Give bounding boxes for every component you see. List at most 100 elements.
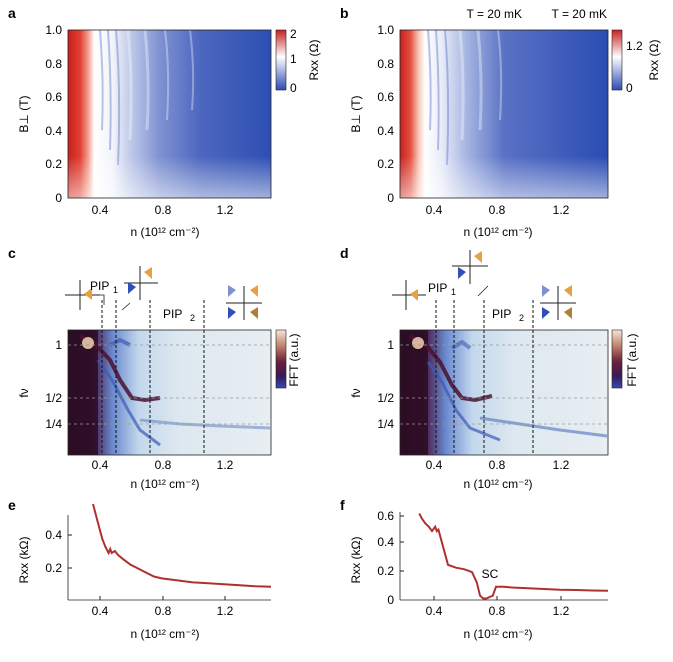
tick-label: 1.2 [553, 458, 570, 472]
y-axis-label: fν [349, 388, 363, 397]
cross-schematic-2 [124, 266, 158, 300]
tick-label: 1.2 [217, 203, 234, 217]
tick-label: 0.4 [426, 458, 443, 472]
panel-a: a T = 20 mK 0 0.2 0.4 0.6 0.8 1.0 B⊥ (T)… [8, 5, 522, 239]
tick-label: 0.2 [377, 564, 394, 578]
tick-label: 0.8 [155, 604, 172, 618]
x-axis-label: n (10¹² cm⁻²) [131, 225, 200, 239]
tick-label: 0.8 [489, 203, 506, 217]
region-subscript: 1 [451, 287, 456, 297]
y-axis-label: Rxx (kΩ) [17, 537, 31, 584]
guide-lines [400, 344, 608, 425]
tick-label: 0 [387, 191, 394, 205]
panel-label: a [8, 5, 16, 21]
temperature-label: T = 20 mK [552, 7, 607, 21]
panel-c: c PIP 1 PIP [8, 245, 301, 491]
y-ticks: 1 1/2 1/4 [377, 338, 394, 431]
tick-label: 1.2 [217, 458, 234, 472]
colorbar-label: FFT (a.u.) [287, 333, 301, 386]
tick-label: 1.0 [377, 23, 394, 37]
y-axis-label: B⊥ (T) [17, 95, 31, 132]
tick-label: 0.2 [45, 561, 62, 575]
y-axis-line [399, 512, 404, 600]
tick-label: 1/2 [377, 391, 394, 405]
colorbar [275, 29, 287, 91]
tick-label: 1 [55, 338, 62, 352]
panel-label: b [340, 5, 349, 21]
tick-label: 1.2 [553, 604, 570, 618]
tick-label: 0.8 [155, 203, 172, 217]
panel-label: e [8, 497, 16, 513]
y-axis-line [67, 515, 72, 600]
region-label-pip1: PIP [90, 279, 109, 293]
y-axis-label: B⊥ (T) [349, 95, 363, 132]
resistance-curve [418, 513, 609, 600]
tick-label: 0 [387, 593, 394, 607]
panel-e: e 0.2 0.4 Rxx (kΩ) 0.4 0.8 1.2 n (10¹² c… [8, 497, 272, 641]
cross-schematic-3 [540, 285, 576, 320]
x-ticks: 0.4 0.8 1.2 [426, 203, 570, 217]
tick-label: 0.2 [377, 157, 394, 171]
colorbar-tick: 1.2 [626, 39, 643, 53]
panel-label: f [340, 497, 345, 513]
y-axis-label: Rxx (kΩ) [349, 537, 363, 584]
colorbar-tick: 0 [626, 81, 633, 95]
y-ticks: 0 0.2 0.4 0.6 0.8 1.0 [45, 23, 62, 205]
tick-label: 1/4 [377, 417, 394, 431]
tick-label: 1.0 [45, 23, 62, 37]
region-dividers [101, 300, 205, 455]
tick-label: 0.8 [489, 458, 506, 472]
colorbar-label: FFT (a.u.) [625, 333, 639, 386]
tick-label: 0.6 [377, 509, 394, 523]
tick-label: 0.4 [377, 124, 394, 138]
colorbar [275, 329, 287, 389]
x-axis-label: n (10¹² cm⁻²) [464, 225, 533, 239]
tick-label: 0.4 [92, 604, 109, 618]
x-axis-label: n (10¹² cm⁻²) [131, 627, 200, 641]
region-dividers [435, 300, 534, 455]
tick-label: 0.4 [426, 604, 443, 618]
fft-features [68, 330, 271, 455]
tick-label: 0.4 [377, 535, 394, 549]
region-subscript: 1 [113, 285, 118, 295]
colorbar [611, 29, 623, 91]
region-subscript: 2 [519, 313, 524, 323]
tick-label: 1 [387, 338, 394, 352]
sc-annotation: SC [482, 567, 499, 581]
panel-d: d PIP 1 PIP 2 [340, 245, 639, 491]
y-ticks: 0 0.2 0.4 0.6 0.8 1.0 [377, 23, 394, 205]
x-axis-label: n (10¹² cm⁻²) [464, 627, 533, 641]
cross-schematic-2 [452, 250, 488, 284]
colorbar-label: Rxx (Ω) [307, 40, 321, 81]
colorbar-label: Rxx (Ω) [647, 40, 661, 81]
panel-label: d [340, 245, 349, 261]
tick-label: 0.8 [155, 458, 172, 472]
bracket [92, 294, 105, 305]
panel-label: c [8, 245, 16, 261]
tick-label: 0.4 [426, 203, 443, 217]
tick-label: 0.4 [45, 124, 62, 138]
region-label-pip2: PIP [163, 307, 182, 321]
y-axis-label: fν [17, 388, 31, 397]
tick-label: 1/4 [45, 417, 62, 431]
tick-label: 0.8 [489, 604, 506, 618]
x-ticks: 0.4 0.8 1.2 [92, 203, 234, 217]
region-subscript: 2 [190, 313, 195, 323]
tick-label: 0.4 [92, 458, 109, 472]
tick-label: 0.6 [45, 90, 62, 104]
colorbar-tick: 0 [290, 81, 297, 95]
band-schematics [65, 266, 262, 320]
tick-label: 0 [55, 191, 62, 205]
colorbar-tick: 2 [290, 27, 297, 41]
tick-label: 0.6 [377, 90, 394, 104]
colorbar-tick: 1 [290, 52, 297, 66]
resistance-curve [92, 503, 272, 588]
temperature-label: T = 20 mK [467, 7, 522, 21]
colorbar [611, 329, 623, 389]
x-axis-line [68, 596, 271, 601]
cross-schematic-1 [392, 280, 426, 310]
guide-lines [68, 344, 271, 425]
region-label-pip1: PIP [428, 281, 447, 295]
x-axis-label: n (10¹² cm⁻²) [464, 477, 533, 491]
